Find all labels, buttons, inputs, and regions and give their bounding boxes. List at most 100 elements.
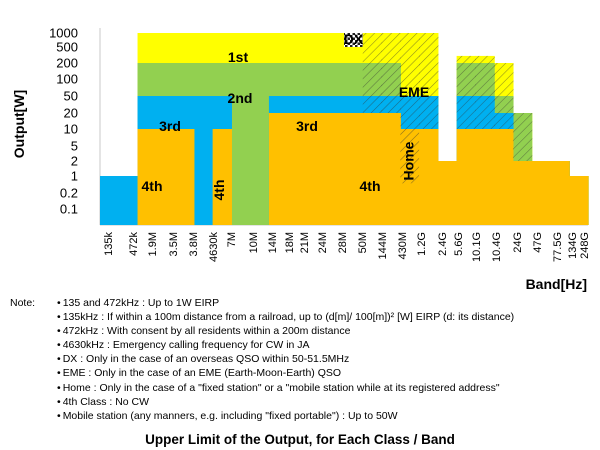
x-tick-label: 14M <box>267 232 279 253</box>
bar-4th-28M <box>325 113 345 225</box>
x-tick-label: 472k <box>128 232 140 256</box>
bar-4th-2.4G <box>419 129 439 225</box>
y-tick-label: 500 <box>56 40 78 55</box>
x-tick-label: 144M <box>377 232 389 260</box>
x-tick-label: 18M <box>284 232 296 253</box>
x-tick-label: 430M <box>397 232 409 260</box>
x-tick-label: 28M <box>337 232 349 253</box>
region-label: 3rd <box>296 118 318 134</box>
region-label: 1st <box>228 49 249 65</box>
notes-section: Note: 135 and 472kHz : Up to 1W EIRP 135… <box>10 296 595 423</box>
home-label: Home <box>401 141 417 180</box>
y-tick-label: 1 <box>71 169 78 184</box>
x-tick-label: 77.5G <box>552 232 564 262</box>
note-item: 135 and 472kHz : Up to 1W EIRP <box>57 296 595 310</box>
y-tick-label: 2 <box>71 154 78 169</box>
bar-4th-430M <box>381 113 401 225</box>
y-tick-label: 10 <box>64 122 78 137</box>
x-tick-label: 248G <box>579 232 591 259</box>
y-axis-title: Output[W] <box>11 90 27 158</box>
bar-4th-3.5M <box>156 129 176 225</box>
bar-4th-5.6G <box>437 161 458 225</box>
region-label: 4th <box>211 180 227 201</box>
bar-4th-21M <box>287 113 308 225</box>
note-item: DX : Only in the case of an overseas QSO… <box>57 352 595 366</box>
y-tick-label: 5 <box>71 139 78 154</box>
bar-4th-1.9M <box>137 129 157 225</box>
region-label: 4th <box>360 178 381 194</box>
bar-3rd-135k <box>100 176 120 225</box>
bar-4th-144M <box>362 113 383 225</box>
note-item: 4th Class : No CW <box>57 395 595 409</box>
region-labels: DX Home 1st 2nd 3rd 3rd 4th 4th EME 4th <box>142 31 430 201</box>
note-item: 472kHz : With consent by all residents w… <box>57 324 595 338</box>
x-tick-label: 24M <box>317 232 329 253</box>
y-tick-label: 50 <box>64 89 78 104</box>
y-tick-label: 0.2 <box>60 186 78 201</box>
bar-2nd-14M <box>250 63 270 225</box>
eme-hatch-10.4G <box>475 55 495 129</box>
bar-4th-50M <box>344 113 364 225</box>
x-tick-label: 4630k <box>208 232 220 262</box>
x-tick-label: 21M <box>299 232 311 253</box>
notes-prefix: Note: <box>10 297 36 309</box>
y-tick-label: 1000 <box>49 26 78 41</box>
x-tick-label: 47G <box>532 232 544 253</box>
x-tick-label: 10M <box>248 232 260 253</box>
bar-4th-24G <box>494 129 514 225</box>
x-tick-label: 3.5M <box>168 232 180 256</box>
bar-3rd-472k <box>118 176 139 225</box>
y-tick-label: 200 <box>56 56 78 71</box>
eme-hatch-area <box>362 33 533 161</box>
bar-4th-7M <box>212 129 232 225</box>
bar-2nd-10M <box>231 63 251 225</box>
bar-4th-248G <box>569 176 589 225</box>
bar-4th-3.8M <box>175 129 195 225</box>
eme-hatch-1.2G <box>400 33 420 129</box>
bar-3rd-4630k <box>193 96 214 225</box>
bar-4th-134G <box>550 161 570 225</box>
x-tick-label: 10.1G <box>471 232 483 262</box>
eme-hatch-2.4G <box>419 33 439 129</box>
note-item: Mobile station (any manners, e.g. includ… <box>57 409 595 423</box>
note-item: 4630kHz : Emergency calling frequency fo… <box>57 338 595 352</box>
eme-hatch-24G <box>494 63 514 129</box>
x-tick-label: 135k <box>103 232 115 256</box>
x-tick-label: 24G <box>512 232 524 253</box>
x-axis-ticks: 135k 472k 1.9M 3.5M 3.8M 4630k 7M 10M 14M 18M 21M 2… <box>103 232 591 262</box>
y-tick-label: 100 <box>56 72 78 87</box>
region-label: 3rd <box>159 118 181 134</box>
y-tick-label: 20 <box>64 106 78 121</box>
bar-4th-10.1G <box>456 129 476 225</box>
bar-4th-18M <box>268 113 289 225</box>
x-tick-label: 5.6G <box>453 232 465 256</box>
x-tick-label: 1.9M <box>147 232 159 256</box>
eme-hatch-10.1G <box>456 55 476 129</box>
x-tick-label: 134G <box>567 232 579 259</box>
region-label: 4th <box>142 178 163 194</box>
x-tick-label: 50M <box>357 232 369 253</box>
x-tick-label: 3.8M <box>188 232 200 256</box>
region-label: 2nd <box>228 90 253 106</box>
plot-area <box>99 28 589 226</box>
note-item: Home : Only in the case of a "fixed stat… <box>57 381 595 395</box>
x-tick-label: 1.2G <box>416 232 428 256</box>
home-marker <box>400 129 420 184</box>
dx-marker <box>344 33 363 47</box>
x-axis-title: Band[Hz] <box>526 276 587 292</box>
notes-list: 135 and 472kHz : Up to 1W EIRP 135kHz : … <box>10 296 595 423</box>
region-label: EME <box>399 84 429 100</box>
bar-4th-24M <box>306 113 326 225</box>
note-item: EME : Only in the case of an EME (Earth-… <box>57 366 595 380</box>
y-tick-label: 0.1 <box>60 202 78 217</box>
bar-4th-10.4G <box>475 129 495 225</box>
bar-4th-77.5G <box>531 161 552 225</box>
chart-title: Upper Limit of the Output, for Each Clas… <box>145 432 455 447</box>
x-tick-label: 10.4G <box>491 232 503 262</box>
x-tick-label: 7M <box>226 232 238 247</box>
eme-hatch-430M <box>381 33 401 113</box>
dx-label: DX <box>344 31 364 47</box>
eme-hatch-144M <box>362 33 383 113</box>
